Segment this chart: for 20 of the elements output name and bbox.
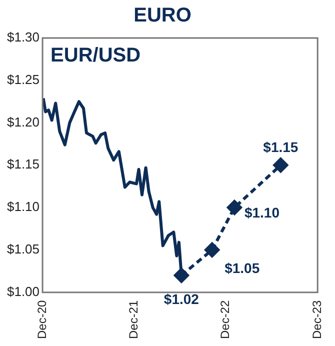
data-label: $1.10 — [244, 204, 280, 220]
y-tick-label: $1.30 — [6, 30, 40, 45]
x-tick-label: Dec-23 — [310, 300, 324, 340]
x-tick-label: Dec-20 — [34, 300, 49, 340]
point — [204, 242, 220, 258]
y-tick-label: $1.20 — [6, 114, 40, 130]
point — [226, 200, 242, 216]
y-tick-label: $1.00 — [6, 284, 40, 299]
y-tick-label: $1.25 — [6, 72, 40, 87]
y-tick-label: $1.15 — [6, 156, 40, 172]
y-tick-label: $1.10 — [6, 199, 40, 214]
data-label: $1.02 — [164, 291, 200, 308]
y-tick-label: $1.05 — [6, 242, 40, 257]
chart-title: EURO — [134, 4, 192, 27]
x-tick-label: Dec-22 — [218, 300, 232, 340]
data-label: $1.15 — [263, 139, 298, 156]
annotation: EUR/USD — [50, 44, 141, 67]
data-label: $1.05 — [224, 260, 260, 276]
point — [273, 158, 288, 173]
x-tick-label: Dec-21 — [126, 300, 141, 340]
